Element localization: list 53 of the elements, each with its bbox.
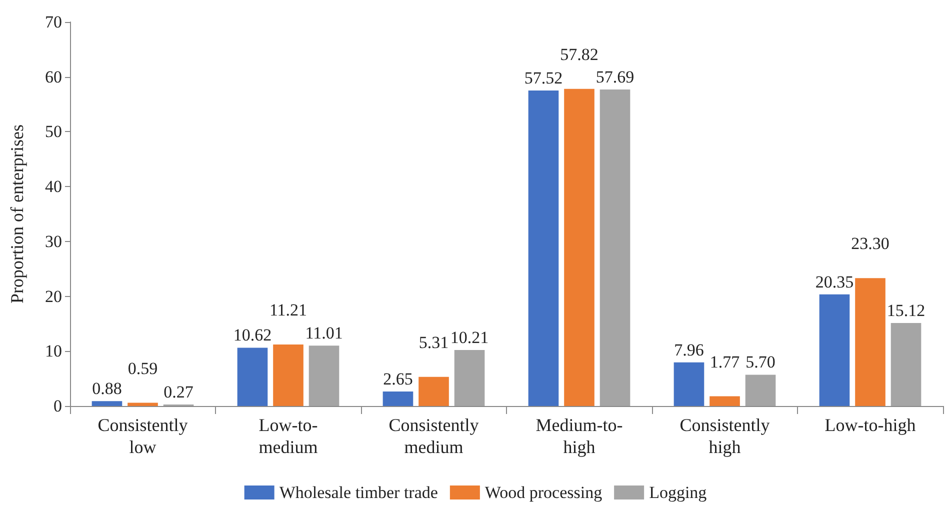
y-tick-label: 60 [45, 67, 62, 86]
data-label: 1.77 [710, 352, 740, 372]
bar [710, 396, 740, 406]
bar [745, 374, 776, 406]
bar [237, 348, 268, 406]
data-label: 0.59 [128, 358, 158, 378]
data-label: 5.31 [418, 332, 449, 352]
bar [308, 346, 340, 406]
bar [674, 362, 704, 406]
data-label: 57.82 [560, 44, 598, 64]
data-label: 15.12 [886, 301, 926, 320]
y-tick-label: 30 [45, 232, 62, 251]
data-label: 20.35 [815, 272, 854, 292]
legend-label: Wood processing [484, 483, 603, 502]
y-tick-label: 70 [45, 12, 62, 32]
bar [855, 278, 886, 406]
bar [418, 376, 449, 406]
bar [128, 402, 158, 406]
bar [382, 391, 414, 406]
data-label: 2.65 [383, 369, 413, 388]
bar [600, 90, 630, 406]
x-tick-label: Low-to-high [824, 415, 916, 435]
data-label: 11.21 [269, 300, 308, 320]
data-label: 0.27 [164, 382, 194, 402]
y-tick-label: 40 [45, 177, 62, 196]
x-tick-label: Consistently low [98, 415, 188, 457]
bar [273, 344, 304, 406]
data-label: 11.01 [305, 324, 343, 343]
data-label: 57.69 [596, 68, 634, 87]
y-tick-label: 20 [45, 286, 62, 306]
data-label: 10.62 [233, 326, 272, 345]
bar [819, 294, 850, 406]
data-label: 0.88 [92, 379, 122, 398]
x-tick-label: Medium-to-high [536, 415, 623, 457]
data-label: 23.30 [851, 234, 890, 254]
bar [564, 88, 594, 406]
data-label: 10.21 [450, 328, 489, 347]
x-tick-label: Consistently high [680, 415, 770, 457]
y-tick-label: 0 [54, 396, 62, 416]
bar [890, 323, 922, 406]
data-label: 57.52 [524, 68, 563, 88]
y-axis-title: Proportion of enterprises [7, 124, 27, 304]
bar [454, 350, 485, 406]
data-label: 5.70 [746, 352, 776, 372]
bar [92, 401, 122, 406]
x-tick-label: Low-to-medium [258, 415, 318, 457]
data-label: 7.96 [674, 340, 704, 360]
x-tick-label: Consistently medium [388, 415, 479, 457]
bar [528, 90, 559, 406]
legend-label: Wholesale timber trade [279, 483, 438, 502]
legend-label: Logging [649, 483, 708, 502]
y-tick-label: 10 [45, 342, 62, 361]
y-tick-label: 50 [45, 122, 62, 142]
